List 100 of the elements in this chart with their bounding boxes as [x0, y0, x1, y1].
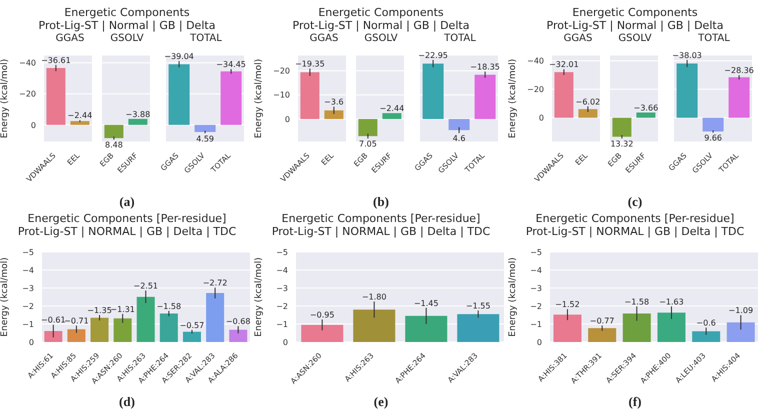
data-label: −6.02 [576, 97, 600, 106]
data-label: −39.04 [164, 52, 194, 62]
y-tick-label: −20 [273, 66, 290, 76]
y-axis-title: Energy (kcal/mol) [508, 257, 518, 337]
data-label: −3.88 [126, 110, 150, 119]
chart-title: TOTAL [443, 32, 477, 45]
y-tick-label: −1 [22, 320, 34, 329]
data-label: −0.61 [41, 316, 66, 325]
y-tick-label: 0 [536, 338, 542, 347]
y-tick-label: −40 [19, 58, 36, 68]
y-tick-label: −3 [276, 284, 288, 293]
data-label: −3.6 [324, 98, 344, 107]
y-axis-title: Energy (kcal/mol) [254, 257, 264, 337]
y-tick-label: −40 [527, 56, 544, 66]
data-label: −0.6 [696, 318, 716, 328]
chart-title: GSOLV [617, 32, 653, 45]
data-label: −36.61 [41, 56, 71, 65]
text: (a) [118, 194, 136, 210]
y-axis-title: Energy (kcal/mol) [0, 58, 10, 138]
data-label: 9.66 [704, 134, 722, 143]
text: (c) [626, 194, 644, 210]
text: Prot-Lig-ST | Normal | GB | Delta [546, 19, 724, 32]
chart-title: Energetic Components [Per-residue] [534, 212, 736, 225]
text: Prot-Lig-ST | Normal | GB | Delta [292, 19, 470, 32]
y-tick-label: −5 [530, 248, 542, 257]
y-tick-label: 0 [282, 338, 288, 347]
y-tick-label: −3 [22, 284, 34, 293]
data-label: −1.52 [555, 300, 580, 310]
text: (e) [372, 394, 390, 410]
text: (f) [628, 394, 642, 410]
data-label: −1.09 [728, 306, 754, 316]
data-label: −34.45 [216, 60, 246, 70]
y-tick-label: −20 [527, 85, 544, 94]
chart-title: GGAS [562, 32, 594, 45]
y-tick-label: 0 [284, 114, 290, 124]
data-label: −28.36 [724, 66, 754, 76]
data-label: −38.03 [672, 50, 702, 60]
data-label: 13.32 [610, 139, 634, 148]
chart-subtitle: Prot-Lig-ST | NORMAL | GB | Delta | TDC [16, 225, 238, 238]
y-tick-label: −5 [22, 248, 34, 257]
data-label: −1.80 [362, 292, 386, 302]
data-label: −1.58 [156, 302, 182, 311]
y-tick-label: −5 [276, 248, 288, 257]
y-tick-label: −4 [530, 266, 542, 275]
y-tick-label: −2 [22, 302, 34, 311]
y-tick-label: −10 [273, 90, 290, 100]
chart-title: Energetic Components [Per-residue] [280, 212, 482, 225]
data-label: −0.77 [590, 316, 614, 326]
y-tick-label: 0 [538, 114, 544, 123]
y-tick-label: −20 [19, 90, 36, 99]
data-label: −1.35 [87, 306, 112, 315]
y-tick-label: −4 [22, 266, 34, 275]
data-label: −1.31 [110, 304, 135, 314]
y-tick-label: −3 [530, 284, 542, 293]
data-label: 8.48 [104, 140, 123, 150]
y-axis-title: Energy (kcal/mol) [254, 58, 264, 138]
chart-title: GSOLV [109, 32, 145, 45]
data-label: −0.71 [64, 316, 89, 326]
y-tick-label: −2 [530, 302, 542, 311]
data-label: −0.68 [226, 317, 250, 326]
data-label: −1.45 [414, 298, 438, 308]
data-label: −0.57 [180, 320, 204, 330]
data-label: −2.44 [380, 104, 404, 114]
y-tick-label: −1 [530, 320, 542, 329]
data-label: −32.01 [549, 60, 579, 70]
y-tick-label: −1 [276, 320, 288, 329]
data-label: −3.66 [634, 104, 658, 113]
data-label: −1.55 [466, 302, 490, 310]
data-label: −2.44 [68, 111, 92, 120]
chart-title: GSOLV [363, 32, 399, 45]
chart-subtitle: Prot-Lig-ST | NORMAL | GB | Delta | TDC [524, 225, 746, 238]
data-label: −1.58 [624, 297, 650, 306]
data-label: 4.6 [452, 134, 466, 144]
text: (d) [118, 394, 136, 410]
y-tick-label: 0 [30, 120, 36, 130]
data-label: −1.63 [659, 297, 684, 306]
y-axis-title: Energy (kcal/mol) [0, 257, 10, 337]
text: (b) [372, 194, 390, 210]
data-label: 4.59 [196, 134, 214, 144]
data-label: −2.51 [134, 282, 158, 291]
data-label: 7.05 [358, 139, 377, 148]
text: Energetic Components [317, 6, 445, 19]
y-tick-label: −2 [276, 302, 288, 311]
chart-title: TOTAL [189, 32, 223, 45]
chart-subtitle: Prot-Lig-ST | NORMAL | GB | Delta | TDC [270, 225, 492, 238]
data-label: −22.95 [418, 50, 448, 60]
chart-title: GGAS [54, 32, 86, 45]
text: Energetic Components [63, 6, 191, 19]
chart-title: GGAS [308, 32, 340, 45]
data-label: −2.72 [202, 278, 228, 288]
chart-title: Energetic Components [Per-residue] [26, 212, 228, 225]
data-label: −0.95 [310, 310, 334, 320]
data-label: −19.35 [295, 60, 325, 69]
y-tick-label: −4 [276, 266, 288, 275]
y-axis-title: Energy (kcal/mol) [508, 58, 518, 138]
text: Energetic Components [571, 6, 699, 19]
text: Prot-Lig-ST | Normal | GB | Delta [38, 19, 216, 32]
chart-title: TOTAL [697, 32, 731, 45]
y-tick-label: 0 [28, 338, 34, 347]
data-label: −18.35 [470, 62, 500, 72]
